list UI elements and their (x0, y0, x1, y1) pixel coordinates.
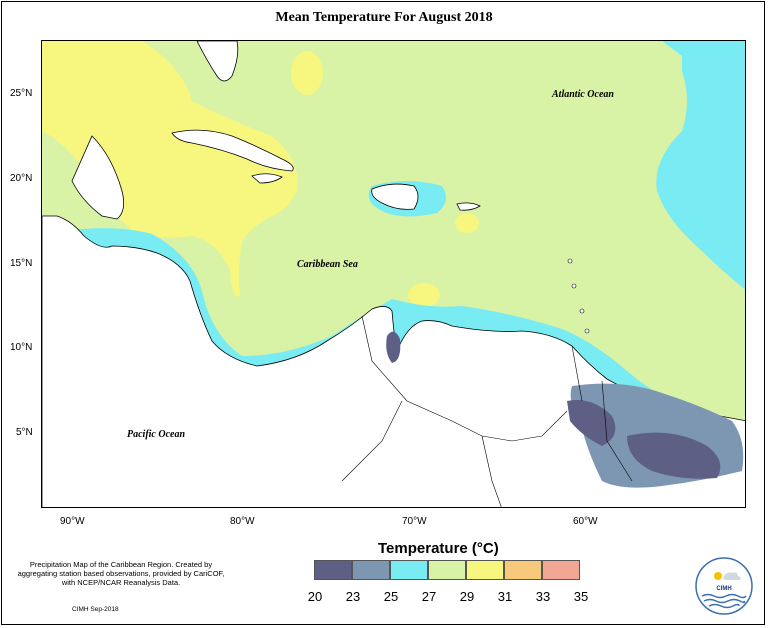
land-lesser-antilles (584, 328, 590, 334)
wave-icon (701, 593, 747, 599)
lat-tick-5n: 5°N (16, 427, 33, 438)
zone-31c-venezuela-coast (408, 283, 440, 307)
map-description: Precipitation Map of the Caribbean Regio… (17, 560, 225, 587)
map-canvas (42, 41, 745, 507)
cimh-logo: CIMH (695, 557, 753, 615)
land-yucatan (71, 135, 125, 220)
legend-title: Temperature (°C) (378, 540, 499, 557)
lon-tick-60w: 60°W (573, 516, 598, 527)
map-credit: CIMH Sep-2018 (72, 606, 119, 613)
legend-swatch-1 (352, 560, 390, 580)
zone-25c-atlantic (656, 41, 745, 290)
legend-swatch-0 (314, 560, 352, 580)
zone-31c-gulf (42, 41, 298, 297)
land-puerto-rico (456, 202, 481, 211)
logo-text: CIMH (716, 586, 731, 592)
zone-20c-maracaibo (386, 331, 401, 363)
pacific-ocean-label: Pacific Ocean (127, 429, 186, 440)
land-jamaica (251, 173, 283, 184)
legend-swatch-6 (542, 560, 580, 580)
land-lesser-antilles (579, 308, 585, 314)
temperature-map: Atlantic Ocean Caribbean Sea Pacific Oce… (41, 40, 746, 508)
legend-tick-25: 25 (383, 589, 399, 604)
lat-tick-15n: 15°N (10, 258, 33, 269)
sun-icon (714, 572, 722, 580)
legend-tick-35: 35 (573, 589, 589, 604)
legend-tick-33: 33 (535, 589, 551, 604)
lon-tick-90w: 90°W (60, 516, 85, 527)
lon-tick-80w: 80°W (230, 516, 255, 527)
zone-25c-atlantic-north (662, 41, 745, 81)
zone-31c-bahamas (291, 51, 323, 95)
land-lesser-antilles (567, 258, 573, 264)
land-cuba (171, 129, 294, 172)
lat-tick-25n: 25°N (10, 88, 33, 99)
legend-tick-31: 31 (497, 589, 513, 604)
land-florida (196, 41, 239, 82)
legend-tick-20: 20 (307, 589, 323, 604)
legend-swatch-4 (466, 560, 504, 580)
caribbean-sea-label: Caribbean Sea (297, 259, 358, 270)
lat-tick-10n: 10°N (10, 342, 33, 353)
zone-20c-guianas-east (627, 432, 721, 479)
zone-20c-guianas-west (567, 400, 616, 446)
lat-tick-20n: 20°N (10, 173, 33, 184)
land-hispaniola (371, 183, 419, 210)
legend-swatch-2 (390, 560, 428, 580)
legend-swatch-3 (428, 560, 466, 580)
land-lesser-antilles (571, 283, 577, 289)
atlantic-ocean-label: Atlantic Ocean (552, 89, 614, 100)
zone-31c-puerto-rico (455, 213, 479, 233)
legend-colorbar (314, 560, 580, 580)
legend-tick-27: 27 (421, 589, 437, 604)
lon-tick-70w: 70°W (402, 516, 427, 527)
legend-tick-29: 29 (459, 589, 475, 604)
country-borders (341, 315, 633, 507)
legend-swatch-5 (504, 560, 542, 580)
cloud-icon (723, 572, 741, 580)
legend-tick-23: 23 (345, 589, 361, 604)
map-title: Mean Temperature For August 2018 (275, 10, 493, 25)
